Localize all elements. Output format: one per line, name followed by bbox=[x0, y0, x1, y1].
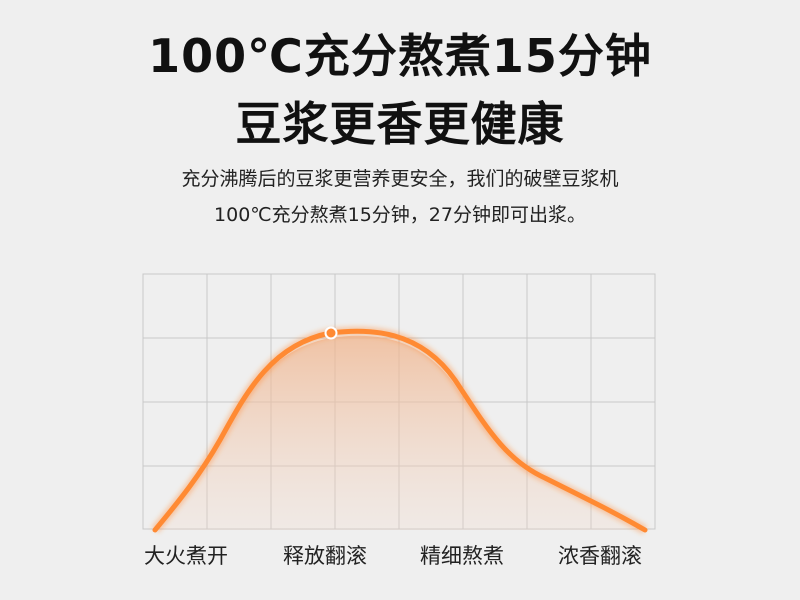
stage-label: 浓香翻滚 bbox=[558, 544, 642, 568]
description-line2: 100℃充分熬煮15分钟，27分钟即可出浆。 bbox=[214, 204, 586, 226]
description-line1: 充分沸腾后的豆浆更营养更安全，我们的破壁豆浆机 bbox=[181, 168, 619, 190]
curve-line bbox=[152, 328, 648, 533]
headline-line2: 豆浆更香更健康 bbox=[235, 97, 565, 151]
stage-label: 精细熬煮 bbox=[420, 544, 504, 568]
headline-line1: 100℃充分熬煮15分钟 bbox=[148, 29, 652, 83]
stage-label: 大火煮开 bbox=[144, 544, 228, 568]
stage-label: 释放翻滚 bbox=[283, 544, 367, 568]
peak-marker bbox=[324, 326, 338, 340]
curve-area bbox=[155, 335, 645, 530]
